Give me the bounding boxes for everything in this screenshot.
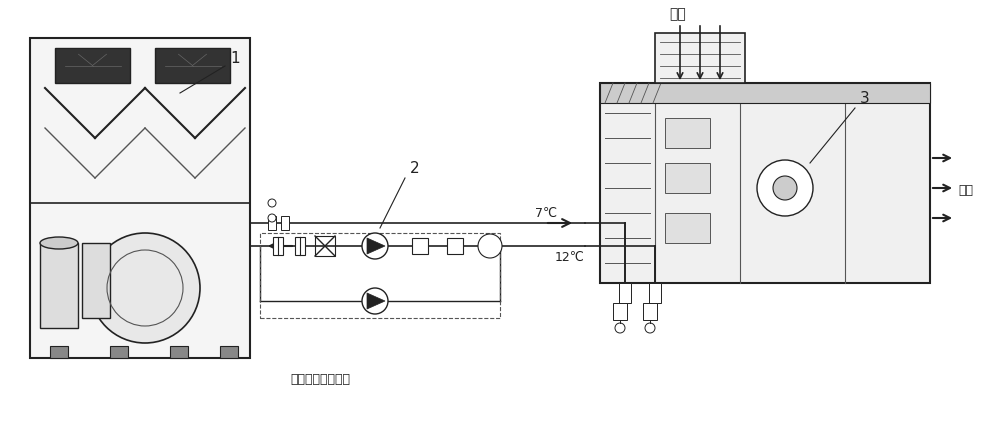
Text: 2: 2	[410, 161, 420, 176]
Bar	[447, 238, 463, 254]
Circle shape	[757, 160, 813, 216]
Circle shape	[90, 233, 200, 343]
Bar	[110, 346, 128, 358]
Bar	[315, 236, 335, 256]
Polygon shape	[367, 293, 385, 309]
Circle shape	[362, 288, 388, 314]
Bar	[50, 346, 68, 358]
Bar	[155, 48, 230, 83]
Bar	[40, 243, 78, 328]
Text: 7℃: 7℃	[535, 207, 557, 220]
Circle shape	[773, 176, 797, 200]
Bar	[82, 243, 110, 318]
Bar	[665, 163, 710, 193]
Text: 3: 3	[860, 91, 870, 106]
Bar	[268, 216, 276, 230]
Text: 12℃: 12℃	[555, 251, 585, 264]
Circle shape	[268, 214, 276, 222]
Bar	[600, 83, 930, 283]
Bar	[649, 283, 661, 303]
Bar	[55, 48, 130, 83]
Circle shape	[478, 234, 502, 258]
Bar	[260, 233, 500, 318]
Bar	[665, 213, 710, 243]
Circle shape	[645, 323, 655, 333]
Circle shape	[615, 323, 625, 333]
Bar	[665, 118, 710, 148]
Bar	[295, 237, 305, 255]
Bar	[643, 303, 657, 320]
Bar	[170, 346, 188, 358]
Circle shape	[268, 199, 276, 207]
Bar	[220, 346, 238, 358]
Bar	[600, 83, 930, 103]
Bar	[619, 283, 631, 303]
Text: 循环水泵一用一备: 循环水泵一用一备	[290, 373, 350, 386]
Text: 1: 1	[230, 51, 240, 66]
Bar	[281, 216, 289, 230]
Bar	[655, 33, 745, 83]
Bar	[273, 237, 283, 255]
Bar	[412, 238, 428, 254]
Polygon shape	[367, 238, 385, 254]
Text: 送风: 送风	[958, 184, 973, 197]
Ellipse shape	[40, 237, 78, 249]
Bar	[613, 303, 627, 320]
Circle shape	[362, 233, 388, 259]
Text: 新风: 新风	[670, 7, 686, 21]
Bar	[30, 38, 250, 358]
